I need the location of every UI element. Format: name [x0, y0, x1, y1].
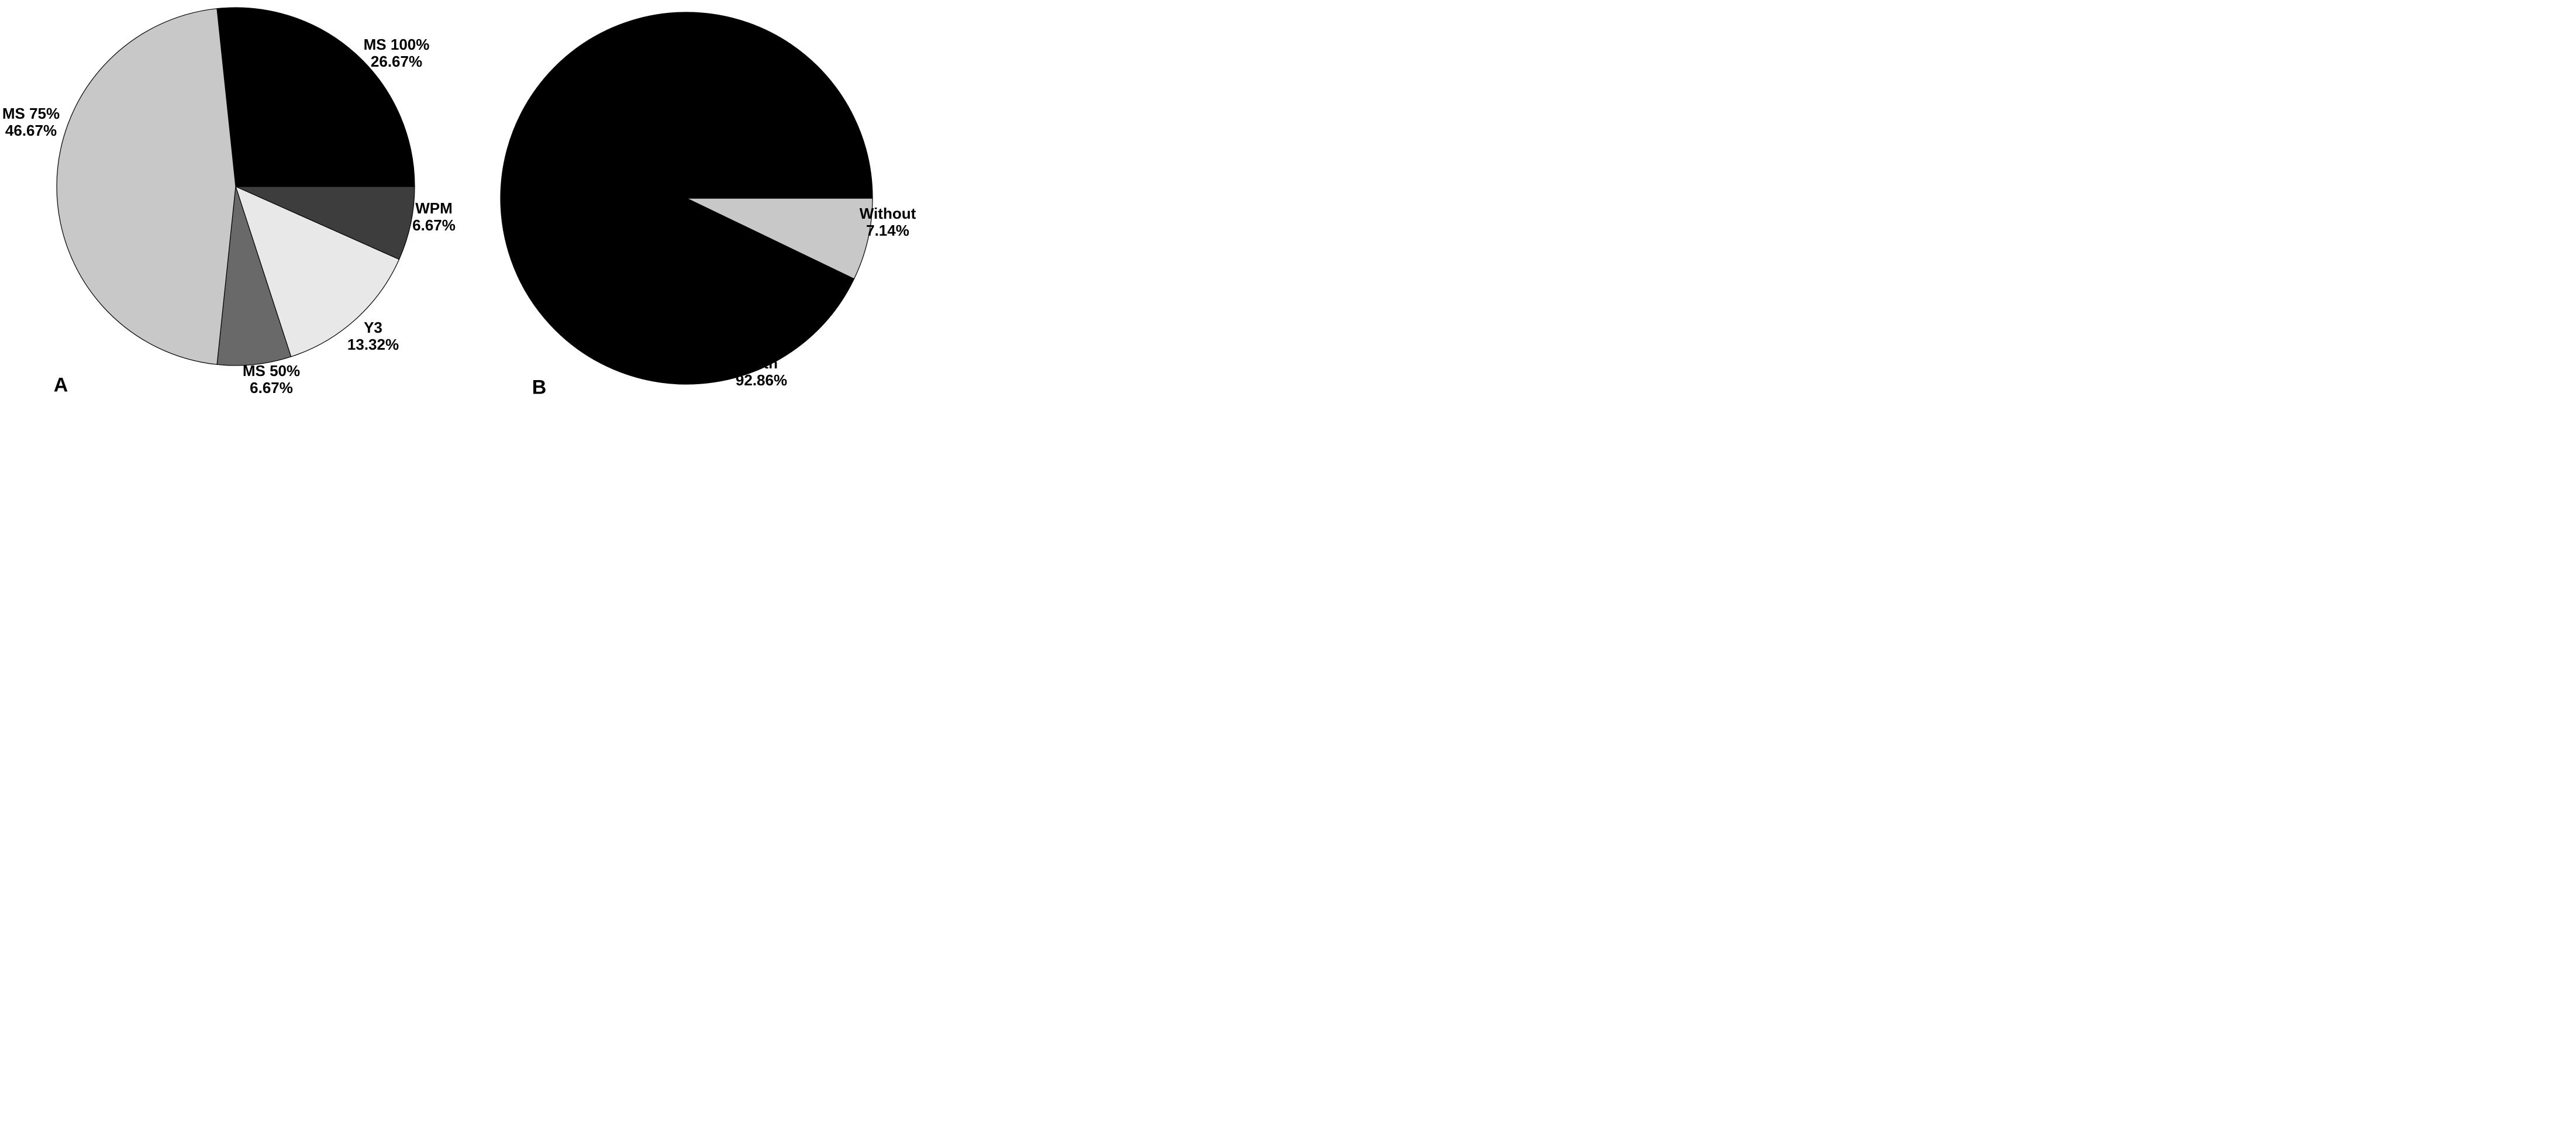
pie-a-label-y3: Y3 13.32%: [347, 319, 399, 353]
pie-b-label-with: With 92.86%: [736, 355, 787, 389]
pie-b-slice-with: [500, 12, 873, 385]
slice-name: MS 50%: [242, 362, 301, 380]
two-panel-pie-figure: MS 100% 26.67% WPM 6.67% Y3 13.32% MS 50…: [0, 0, 917, 399]
pie-b-slice-without: [686, 198, 873, 280]
pie-a-label-ms-75: MS 75% 46.67%: [2, 105, 60, 139]
slice-percent: 46.67%: [5, 122, 57, 139]
slice-percent: 92.86%: [735, 371, 788, 389]
pie-a-slice-wpm: [235, 186, 415, 260]
slice-name: Y3: [364, 319, 382, 336]
slice-percent: 13.32%: [347, 336, 399, 353]
pie-a-slice-y3: [235, 185, 400, 357]
slice-name: With: [744, 354, 778, 372]
pie-a-label-ms-50: MS 50% 6.67%: [243, 363, 300, 396]
panel-label-a: A: [53, 374, 68, 396]
slice-percent: 6.67%: [250, 379, 293, 396]
pie-a-label-ms-100: MS 100% 26.67%: [364, 36, 430, 70]
slice-name: Without: [859, 205, 916, 222]
slice-name: MS 75%: [2, 105, 60, 122]
pie-chart-a: [56, 7, 415, 366]
slice-name: MS 100%: [363, 36, 430, 53]
slice-name: WPM: [415, 199, 453, 217]
pie-a-slice-ms-100: [216, 7, 415, 187]
pie-a-slice-ms-50: [216, 186, 292, 366]
panel-label-b: B: [532, 376, 547, 399]
pie-a-slice-ms-75: [56, 8, 236, 365]
pie-a-label-wpm: WPM 6.67%: [412, 200, 456, 234]
slice-percent: 26.67%: [370, 53, 423, 70]
pie-chart-b: [500, 12, 873, 385]
slice-percent: 6.67%: [412, 216, 456, 234]
slice-percent: 7.14%: [866, 222, 909, 239]
pie-b-label-without: Without 7.14%: [860, 205, 916, 239]
